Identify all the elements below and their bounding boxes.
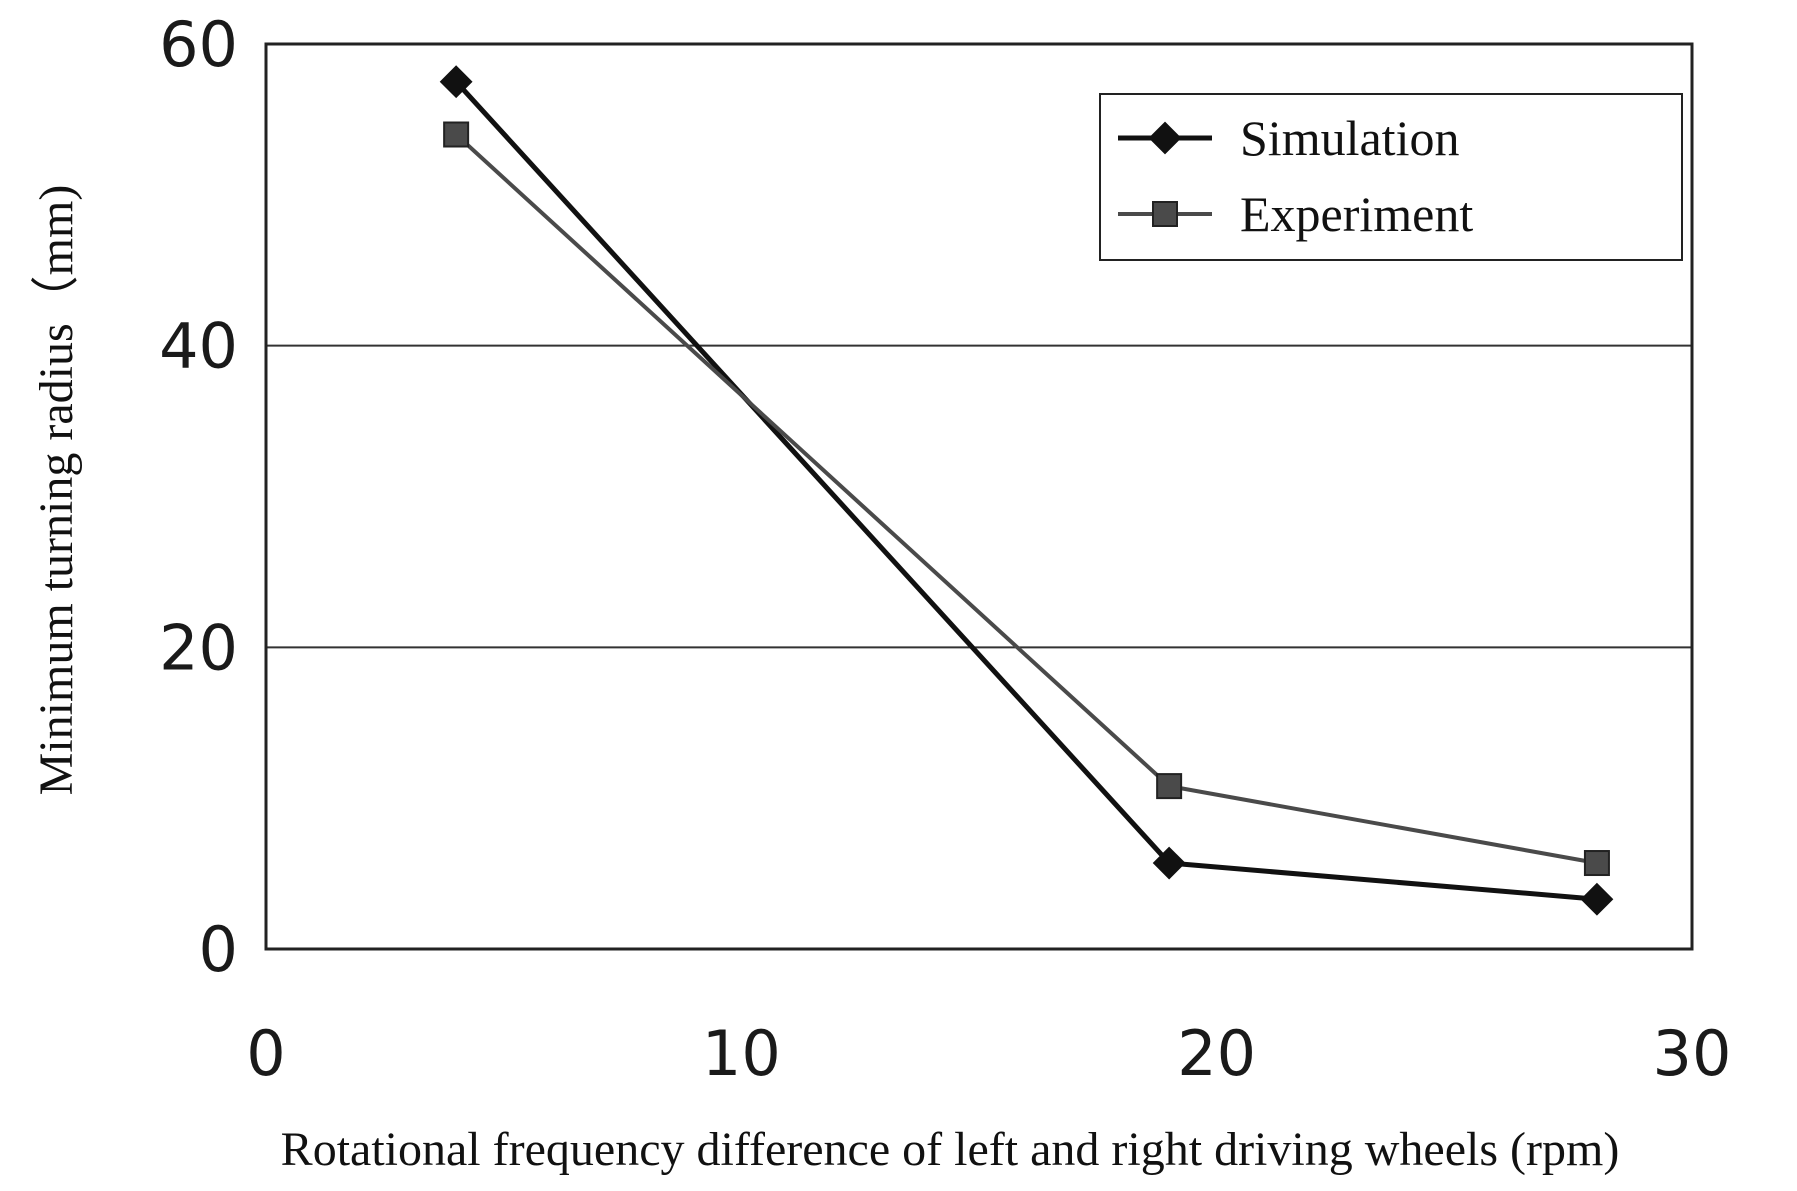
legend: Simulation Experiment — [1099, 93, 1683, 261]
x-axis-ticks: 0 10 20 30 — [246, 1017, 1731, 1090]
gridlines — [266, 344, 1692, 649]
plot-area-frame — [264, 42, 1694, 951]
y-axis-ticks: 0 20 40 60 — [159, 8, 238, 986]
legend-marker-experiment — [1152, 201, 1178, 227]
y-axis-title: Minimum turning radius（mm) — [30, 185, 83, 796]
y-tick-label-40: 40 — [159, 310, 238, 383]
series-simulation — [439, 65, 1614, 916]
x-tick-label-30: 30 — [1653, 1017, 1732, 1090]
series-experiment — [443, 121, 1610, 877]
x-tick-label-10: 10 — [702, 1017, 781, 1090]
x-tick-label-0: 0 — [246, 1017, 285, 1090]
legend-label-simulation: Simulation — [1240, 110, 1459, 166]
series-lines — [439, 65, 1614, 916]
data-point-simulation-1 — [1152, 846, 1186, 880]
data-point-experiment-1 — [1156, 773, 1183, 800]
y-tick-label-0: 0 — [199, 913, 238, 986]
legend-label-experiment: Experiment — [1240, 186, 1473, 242]
data-point-simulation-2 — [1580, 882, 1614, 916]
x-axis-title: Rotational frequency difference of left … — [281, 1123, 1620, 1176]
data-point-experiment-0 — [443, 121, 470, 148]
legend-marker-simulation — [1148, 121, 1182, 155]
y-tick-label-20: 20 — [159, 611, 238, 684]
legend-box — [1099, 93, 1683, 261]
data-point-simulation-0 — [439, 65, 473, 99]
x-tick-label-20: 20 — [1177, 1017, 1256, 1090]
y-tick-label-60: 60 — [159, 8, 238, 81]
data-point-experiment-2 — [1583, 850, 1610, 877]
